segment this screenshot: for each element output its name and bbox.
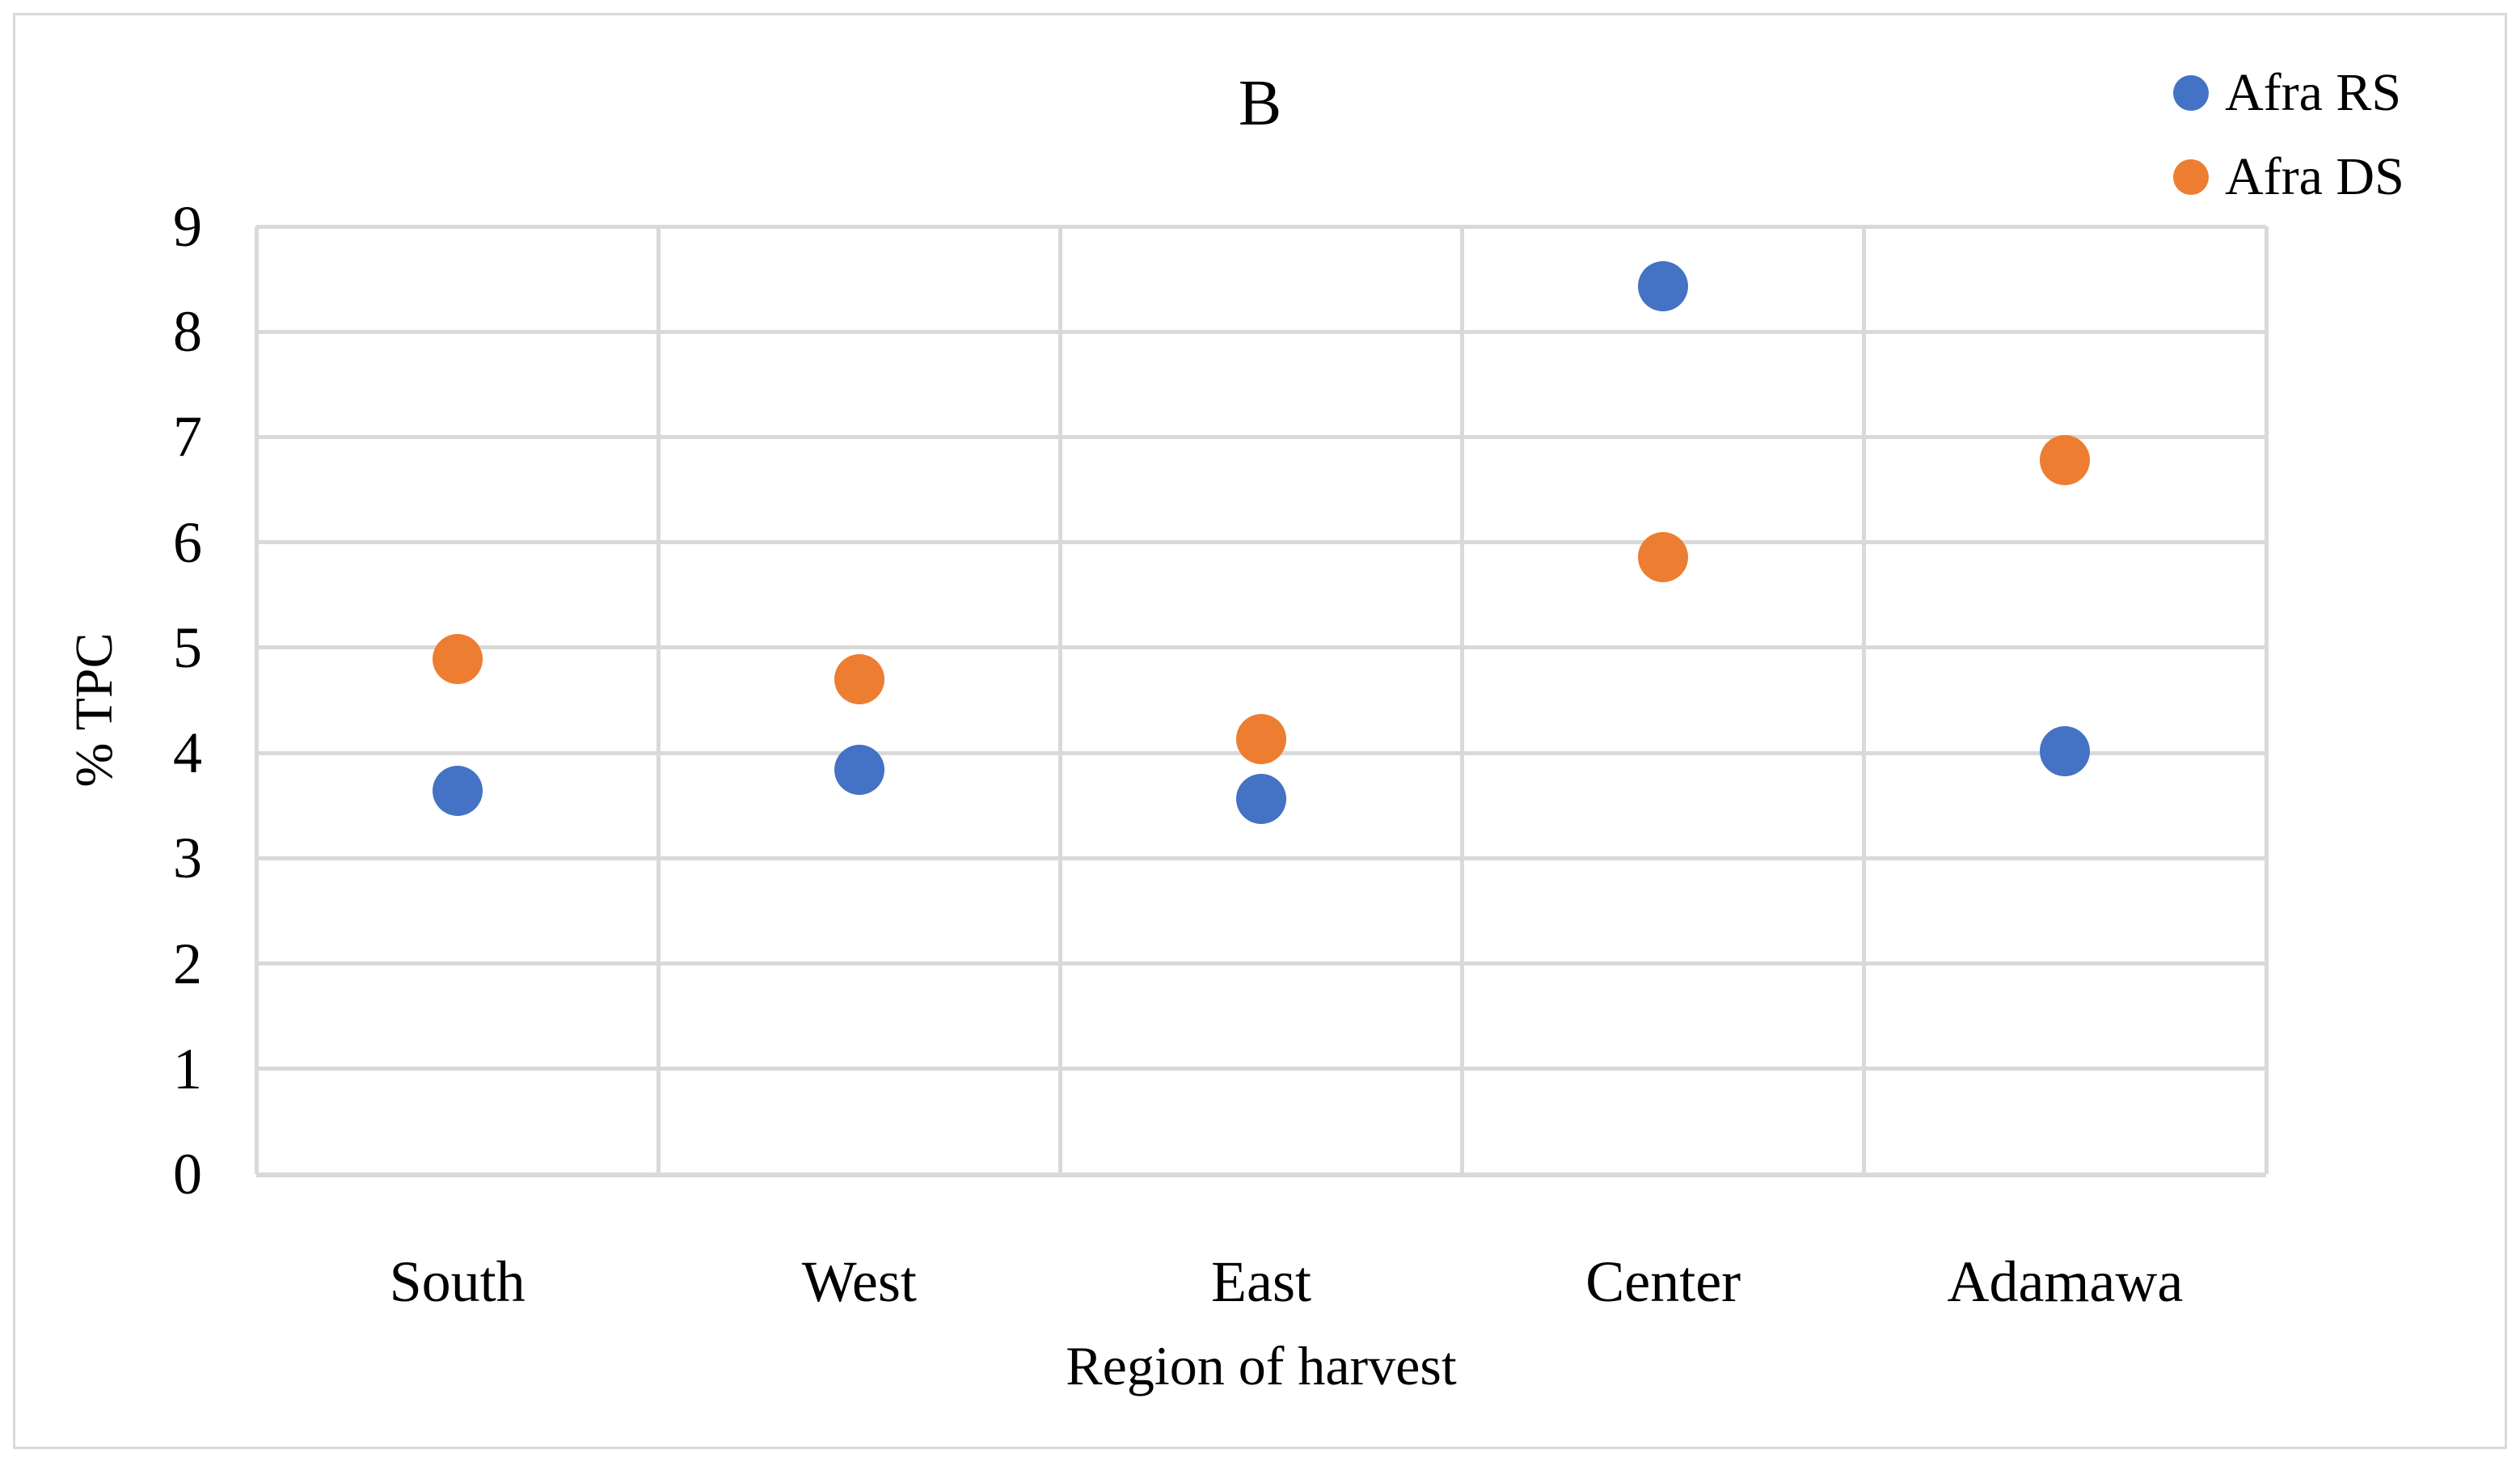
x-tick-label-center: Center [1585, 1249, 1741, 1314]
data-point-afra-ds-east [1236, 714, 1286, 765]
h-gridline-y8 [256, 329, 2266, 334]
data-point-afra-ds-center [1638, 531, 1689, 582]
v-gridline-5 [2264, 226, 2269, 1174]
y-tick-label-9: 9 [173, 194, 202, 259]
v-gridline-4 [1862, 226, 1867, 1174]
h-gridline-y5 [256, 645, 2266, 650]
legend-item-afra-ds: Afra DS [2173, 147, 2497, 207]
h-gridline-y9 [256, 224, 2266, 229]
h-gridline-y6 [256, 540, 2266, 545]
legend-label-afra-ds: Afra DS [2225, 147, 2404, 206]
legend-label-afra-rs: Afra RS [2225, 63, 2402, 122]
data-point-afra-rs-center [1638, 261, 1689, 312]
legend: Afra RS Afra DS [2173, 63, 2497, 231]
data-point-afra-rs-south [432, 765, 483, 816]
x-axis-line [256, 1172, 2266, 1177]
data-point-afra-ds-west [834, 653, 884, 704]
y-tick-label-4: 4 [173, 720, 202, 786]
h-gridline-y2 [256, 961, 2266, 966]
x-tick-label-east: East [1211, 1249, 1311, 1314]
v-gridline-3 [1460, 226, 1465, 1174]
legend-marker-afra-rs-icon [2173, 75, 2209, 111]
y-tick-label-2: 2 [173, 931, 202, 996]
x-tick-label-south: South [389, 1249, 526, 1314]
h-gridline-y7 [256, 434, 2266, 439]
y-tick-label-7: 7 [173, 404, 202, 470]
h-gridline-y3 [256, 856, 2266, 860]
y-tick-label-1: 1 [173, 1036, 202, 1101]
y-tick-label-5: 5 [173, 615, 202, 680]
chart-title: B [1238, 68, 1282, 139]
plot-area [254, 224, 2269, 1177]
data-point-afra-ds-adamawa [2040, 435, 2091, 486]
data-point-afra-rs-east [1236, 774, 1286, 825]
x-tick-label-adamawa: Adamawa [1947, 1249, 2184, 1314]
v-gridline-1 [656, 226, 661, 1174]
data-point-afra-rs-west [834, 744, 884, 795]
h-gridline-y1 [256, 1067, 2266, 1071]
legend-item-afra-rs: Afra RS [2173, 63, 2497, 123]
x-tick-label-west: West [801, 1249, 917, 1314]
data-point-afra-ds-south [432, 634, 483, 685]
data-point-afra-rs-adamawa [2040, 725, 2091, 776]
x-axis-title: Region of harvest [1066, 1335, 1457, 1397]
y-tick-label-6: 6 [173, 509, 202, 575]
y-tick-label-0: 0 [173, 1142, 202, 1206]
legend-marker-afra-ds-icon [2173, 159, 2209, 195]
y-tick-label-3: 3 [173, 826, 202, 891]
v-gridline-2 [1057, 226, 1062, 1174]
v-gridline-0 [254, 226, 259, 1174]
y-tick-label-8: 8 [173, 299, 202, 365]
